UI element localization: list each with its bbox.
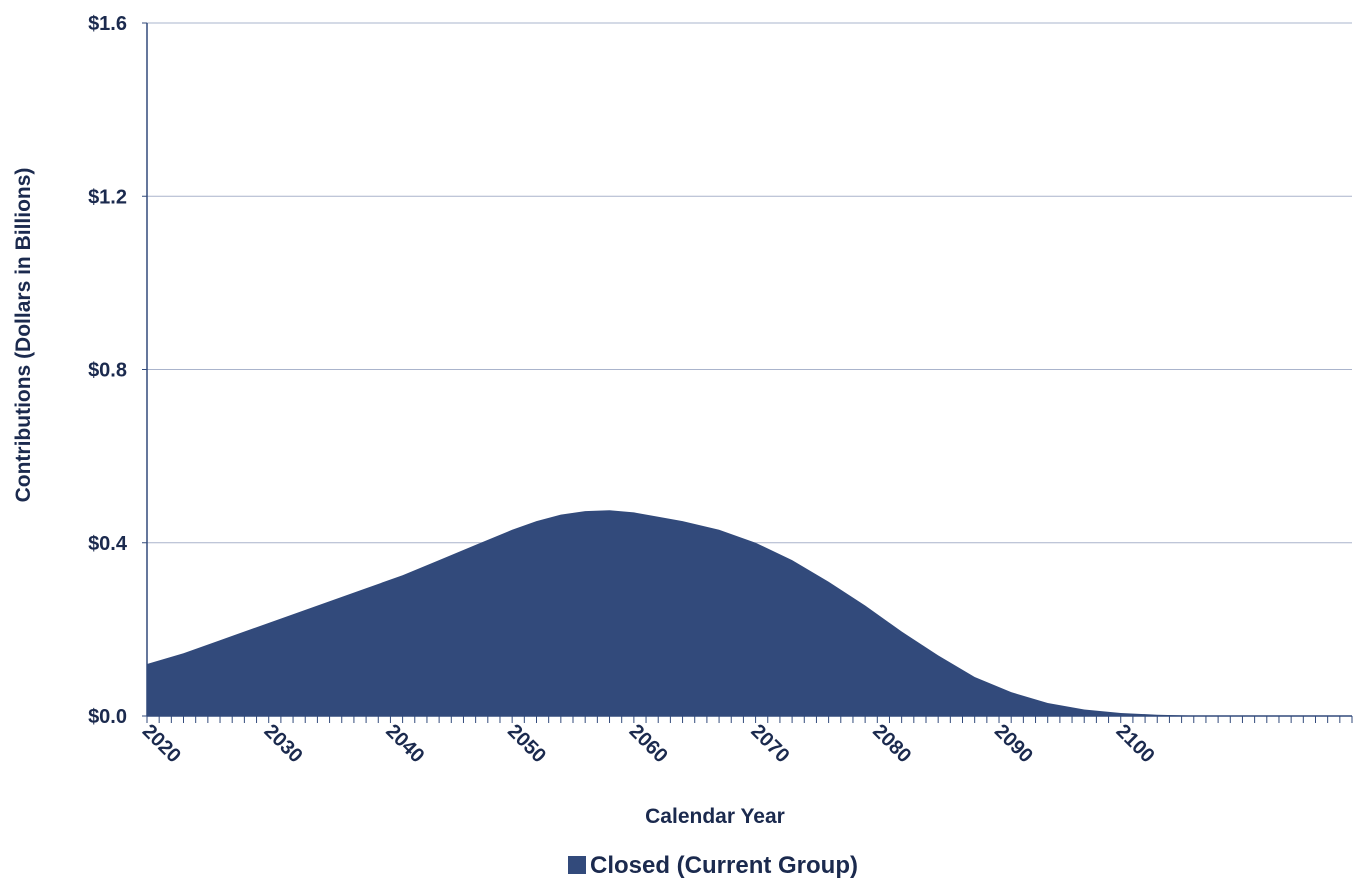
x-tick-label: 2020 bbox=[138, 720, 185, 767]
x-tick-label: 2040 bbox=[381, 720, 428, 767]
y-tick-label: $0.4 bbox=[88, 533, 128, 555]
y-tick-label: $0.8 bbox=[88, 360, 127, 382]
legend: Closed (Current Group) bbox=[568, 852, 858, 879]
x-tick-label: 2080 bbox=[868, 720, 915, 767]
y-tick-label: $1.6 bbox=[88, 13, 127, 35]
legend-swatch bbox=[568, 856, 586, 874]
gridlines bbox=[147, 22, 1352, 544]
x-axis-title: Calendar Year bbox=[645, 805, 785, 828]
legend-label: Closed (Current Group) bbox=[590, 852, 858, 879]
x-tick-label: 2030 bbox=[260, 720, 307, 767]
y-tick-label: $1.2 bbox=[88, 186, 127, 208]
x-tick-label: 2090 bbox=[990, 720, 1037, 767]
x-tick-label: 2100 bbox=[1112, 720, 1159, 767]
x-tick-label: 2070 bbox=[746, 720, 793, 767]
area-series-layer bbox=[147, 510, 1352, 716]
x-tick-labels: 2020 2030 2040 2050 2060 2070 2080 2090 2100 bbox=[138, 720, 1159, 767]
axes bbox=[142, 22, 1353, 723]
x-tick-label: 2050 bbox=[503, 720, 550, 767]
area-series-closed-current-group bbox=[147, 510, 1352, 716]
y-tick-label: $0.0 bbox=[88, 706, 127, 728]
x-tick-label: 2060 bbox=[625, 720, 672, 767]
y-tick-labels: $0.0 $0.4 $0.8 $1.2 $1.6 bbox=[88, 13, 128, 728]
y-axis-title: Contributions (Dollars in Billions) bbox=[12, 168, 35, 503]
